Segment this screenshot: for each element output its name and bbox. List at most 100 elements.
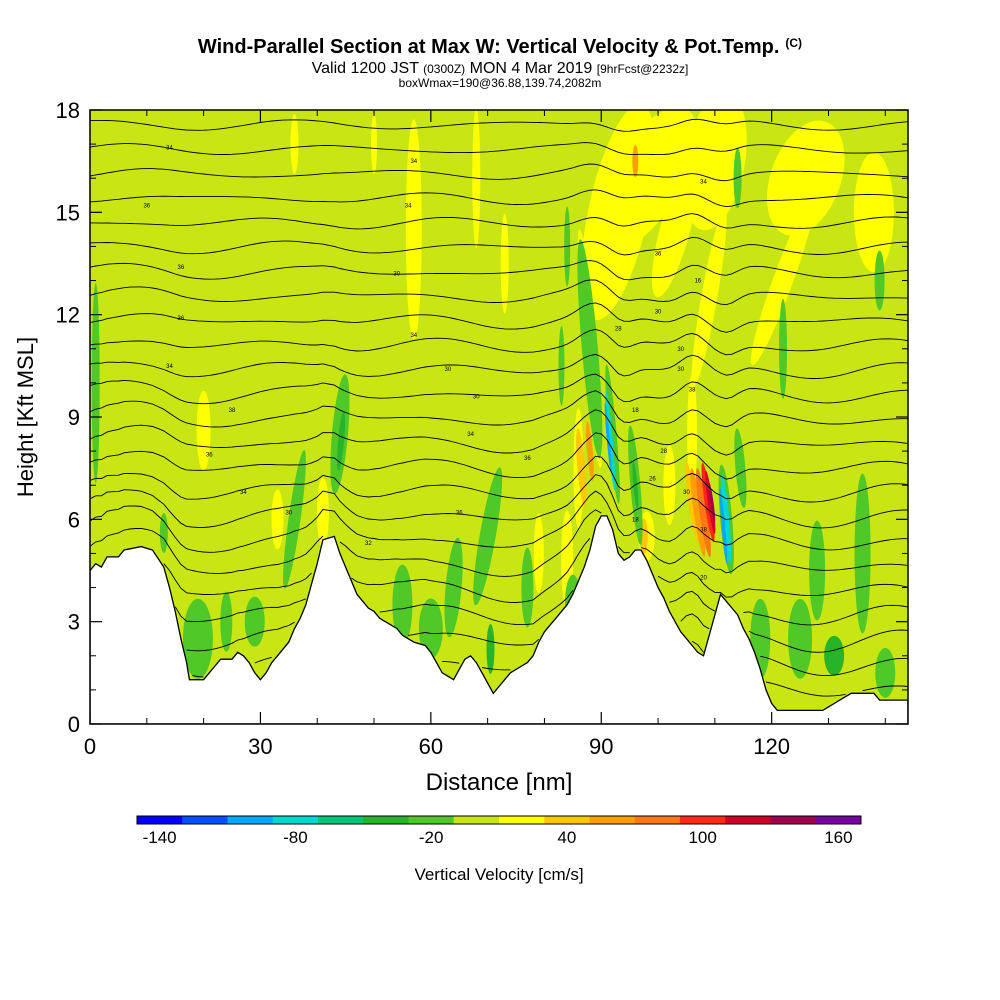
downdraft-37: [733, 148, 742, 209]
colorbar-swatch: [363, 816, 409, 824]
colorbar-frame: [136, 815, 862, 825]
updraft-core-4: [690, 467, 706, 558]
updraft-weak-6: [533, 513, 544, 594]
updraft-weak-14: [853, 152, 894, 273]
downdraft-6: [244, 596, 265, 647]
isentrope-label: 28: [660, 449, 667, 455]
y-tick-label: 9: [68, 405, 80, 430]
isentrope-line-10: [90, 409, 908, 456]
downdraft-5: [220, 591, 233, 652]
x-tick-label: 120: [753, 734, 790, 759]
isentrope-label: 34: [240, 490, 247, 496]
downdraft-19: [605, 391, 616, 491]
isentrope-label: 36: [178, 265, 185, 271]
isentrope-label: 38: [689, 388, 696, 394]
isentrope-line-12: [90, 373, 908, 405]
updraft-weak-13: [766, 120, 845, 236]
isentrope-line-20: [90, 189, 908, 208]
downdraft-4: [182, 598, 213, 679]
isentrope-label: 30: [393, 272, 400, 278]
colorbar-swatch: [544, 816, 590, 824]
colorbar-tick-label: 160: [824, 828, 852, 847]
isentrope-label: 30: [677, 367, 684, 373]
isentrope-line-21: [90, 163, 908, 182]
box-info: boxWmax=190@36.88,139.74,2082m: [398, 76, 602, 90]
colorbar-swatch: [680, 816, 726, 824]
downdraft-34: [779, 298, 788, 399]
colorbar-swatch: [272, 816, 319, 824]
isentrope-label: 34: [467, 432, 474, 438]
y-tick-label: 0: [68, 712, 80, 737]
colorbar-swatch: [182, 816, 228, 824]
isentrope-line-15: [90, 302, 908, 333]
isentrope-line-3: [174, 590, 908, 626]
colorbar: -140 -80 -20 40 100 160: [136, 815, 862, 847]
colorbar-label: Vertical Velocity [cm/s]: [414, 865, 583, 884]
isentrope-line-23: [90, 118, 908, 132]
downdraft-33: [558, 325, 565, 406]
colorbar-tick-label: -140: [143, 828, 177, 847]
isentrope-line-22: [90, 142, 908, 156]
isentrope-label: 38: [229, 408, 236, 414]
isentrope-line-18: [90, 236, 908, 256]
isentrope-label: 32: [365, 541, 372, 547]
isentrope-line-1: [192, 640, 908, 678]
updraft-weak-22: [371, 114, 378, 175]
isentrope-label: 20: [700, 575, 707, 581]
velocity-shading: [90, 110, 908, 724]
x-tick-label: 30: [248, 734, 272, 759]
updraft-weak-18: [691, 208, 727, 387]
colorbar-swatch: [137, 816, 183, 824]
downdraft-13: [473, 467, 503, 606]
isentrope-label: 30: [285, 511, 292, 517]
isentrope-contours: [90, 118, 908, 697]
isentrope-label: 34: [405, 204, 412, 210]
colorbar-tick-label: -20: [419, 828, 444, 847]
isentrope-label: 34: [166, 146, 173, 152]
y-axis-label: Height [Kft MSL]: [13, 337, 38, 497]
downdraft-11: [418, 598, 443, 659]
downdraft-15: [521, 547, 534, 628]
x-tick-label: 0: [84, 734, 96, 759]
valid-prefix: Valid 1200 JST: [311, 60, 419, 77]
downdraft-30: [824, 635, 845, 676]
y-tick-label: 12: [56, 303, 80, 328]
updraft-core-1: [585, 421, 594, 481]
colorbar-swatch: [725, 816, 771, 824]
isentrope-label: 30: [655, 309, 662, 315]
isentrope-line-5: [90, 509, 908, 577]
isentrope-label: 16: [694, 279, 701, 285]
isentrope-label: 18: [632, 408, 639, 414]
x-tick-label: 60: [419, 734, 443, 759]
terrain-mask: [90, 515, 908, 724]
isentrope-label: 36: [524, 456, 531, 462]
isentrope-line-0: [765, 681, 908, 697]
updraft-weak-2: [316, 477, 329, 548]
isentrope-label: 30: [683, 490, 690, 496]
isentrope-label: 36: [178, 316, 185, 322]
isentrope-label: 30: [677, 347, 684, 353]
y-tick-label: 18: [56, 98, 80, 123]
downdraft-32: [875, 647, 896, 698]
downdraft-18: [605, 364, 620, 504]
colorbar-swatch: [770, 816, 817, 824]
updraft-core-8: [708, 482, 716, 523]
updraft-weak-21: [290, 114, 299, 175]
colorbar-swatch: [227, 816, 274, 824]
isentrope-label: 34: [166, 364, 173, 370]
title-main: Wind-Parallel Section at Max W: Vertical…: [197, 36, 780, 58]
chart-subtitle: Valid 1200 JST (0300Z) MON 4 Mar 2019 [9…: [0, 60, 1000, 78]
isentrope-line-14: [90, 328, 908, 356]
valid-utc: (0300Z): [423, 62, 466, 76]
isentrope-line-9: [90, 432, 908, 480]
isentrope-label: 18: [632, 517, 639, 523]
colorbar-swatch: [634, 816, 681, 824]
valid-date: MON 4 Mar 2019: [469, 60, 593, 77]
downdraft-10: [392, 564, 413, 645]
y-tick-label: 6: [68, 507, 80, 532]
isentrope-line-16: [90, 279, 908, 306]
updraft-weak-5: [500, 213, 509, 314]
isentrope-label: 36: [206, 453, 213, 459]
